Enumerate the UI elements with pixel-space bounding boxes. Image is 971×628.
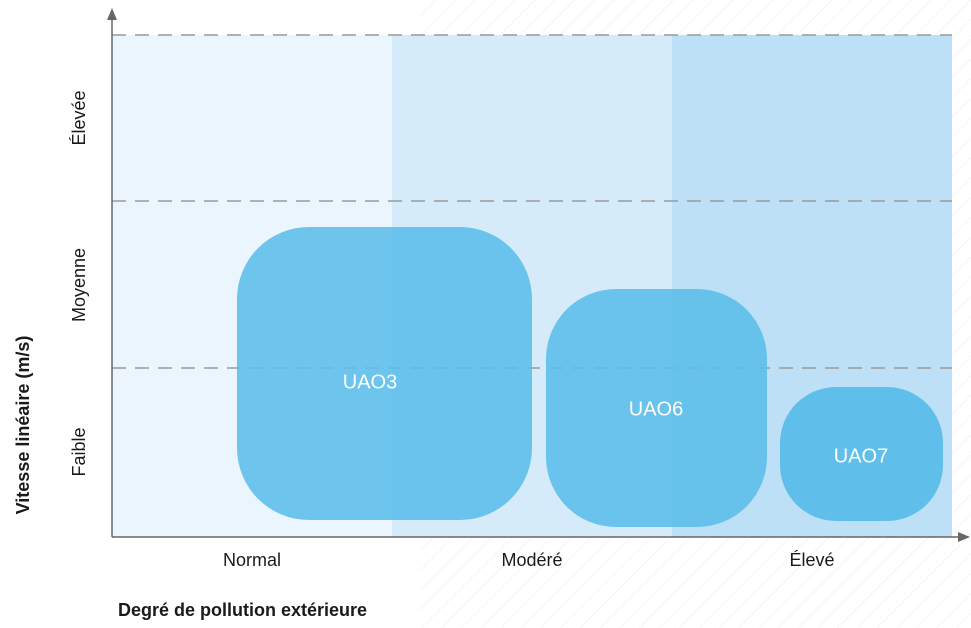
x-axis-title: Degré de pollution extérieure [118,600,367,620]
y-label: Élevée [69,90,89,145]
x-label: Élevé [789,550,834,570]
box-label: UAO6 [629,398,683,420]
box [780,387,943,521]
box-label: UAO3 [343,371,397,393]
x-label: Modéré [501,550,562,570]
box [546,289,767,527]
y-arrow [107,8,117,20]
box [237,227,532,520]
x-label: Normal [223,550,281,570]
y-axis-title: Vitesse linéaire (m/s) [13,336,33,515]
box-label: UAO7 [834,445,888,467]
x-arrow [958,532,970,542]
y-label: Moyenne [69,248,89,322]
y-label: Faible [69,427,89,476]
